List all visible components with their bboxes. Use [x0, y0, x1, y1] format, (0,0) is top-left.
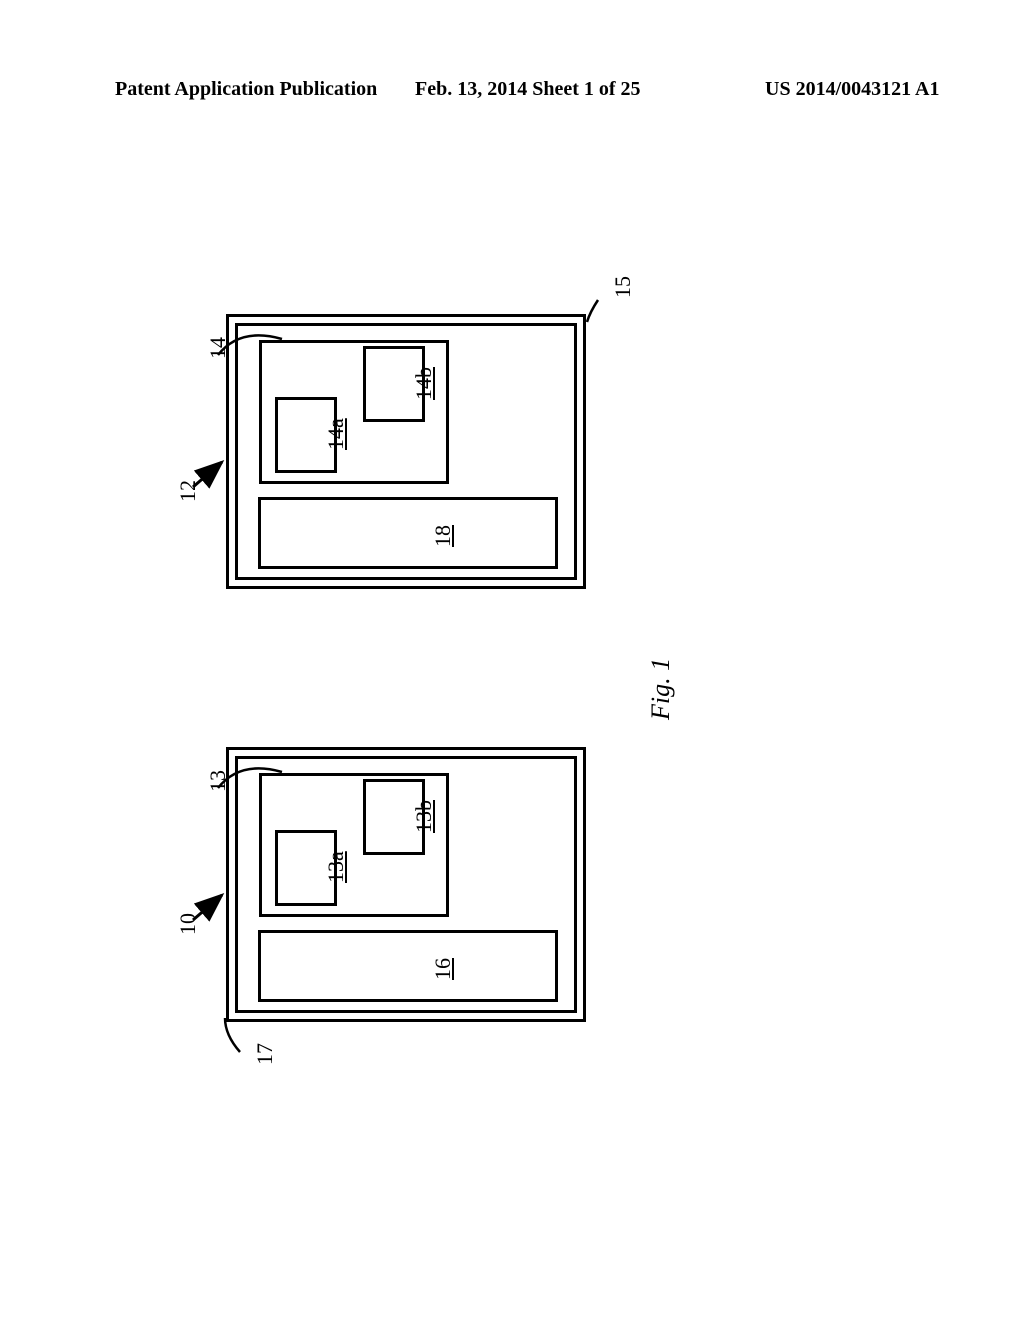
label-16: 16: [430, 958, 456, 980]
label-14: 14: [205, 337, 231, 359]
label-12: 12: [175, 480, 201, 502]
figure-1: 10 17 13 13a 13b 16 12 14 14a 14b 15 18 …: [0, 0, 1024, 1320]
label-18: 18: [430, 525, 456, 547]
label-17: 17: [252, 1043, 278, 1065]
label-13b: 13b: [411, 800, 437, 833]
label-13: 13: [205, 770, 231, 792]
label-15: 15: [610, 276, 636, 298]
label-10: 10: [175, 913, 201, 935]
leader-lines-overlay: [0, 0, 1024, 1320]
label-14b: 14b: [411, 367, 437, 400]
figure-caption: Fig. 1: [646, 658, 676, 720]
block-16: [258, 930, 558, 1002]
label-13a: 13a: [323, 851, 349, 883]
label-14a: 14a: [323, 418, 349, 450]
block-18: [258, 497, 558, 569]
